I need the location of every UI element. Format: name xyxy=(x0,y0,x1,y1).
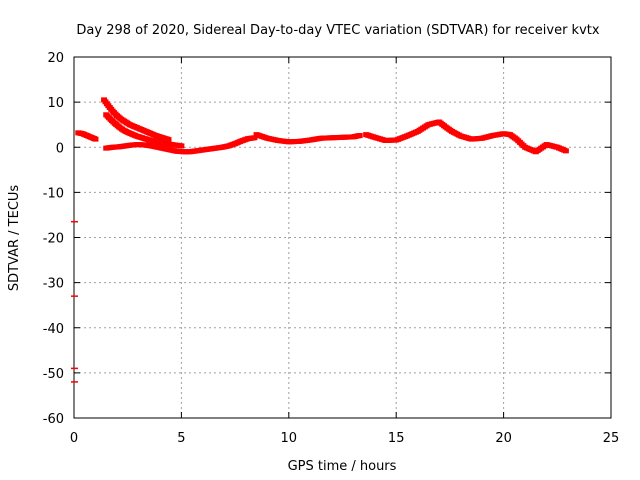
x-tick-label: 10 xyxy=(281,431,298,446)
x-tick-label: 20 xyxy=(495,431,512,446)
y-axis-label: SDTVAR / TECUs xyxy=(7,185,22,292)
y-tick-label: 20 xyxy=(47,51,64,66)
series-arc-3 xyxy=(103,112,185,149)
y-tick-label: -40 xyxy=(43,322,64,337)
series-outliers xyxy=(71,220,78,383)
y-tick-label: -20 xyxy=(43,232,64,247)
y-tick-label: -50 xyxy=(43,367,64,382)
x-tick-label: 25 xyxy=(603,431,620,446)
y-tick-label: -10 xyxy=(43,186,64,201)
y-tick-label: 0 xyxy=(56,141,64,156)
series-arc-4 xyxy=(103,135,258,155)
y-tick-label: -60 xyxy=(43,412,64,427)
x-tick-label: 15 xyxy=(388,431,405,446)
x-tick-label: 0 xyxy=(70,431,78,446)
axis-ticks: 0 5 10 15 20 25 -60 -50 -40 -30 -20 -10 0 10 20 xyxy=(43,51,620,446)
series-arc-6 xyxy=(363,119,569,155)
data-marks xyxy=(71,97,569,383)
series-arc-1 xyxy=(75,130,99,142)
y-tick-label: 10 xyxy=(47,96,64,111)
grid xyxy=(74,57,611,418)
series-arc-5 xyxy=(253,132,363,145)
x-tick-label: 5 xyxy=(177,431,185,446)
x-axis-label: GPS time / hours xyxy=(288,459,397,474)
chart-title: Day 298 of 2020, Sidereal Day-to-day VTE… xyxy=(76,23,599,38)
y-tick-label: -30 xyxy=(43,277,64,292)
series-arc-2 xyxy=(101,97,172,143)
